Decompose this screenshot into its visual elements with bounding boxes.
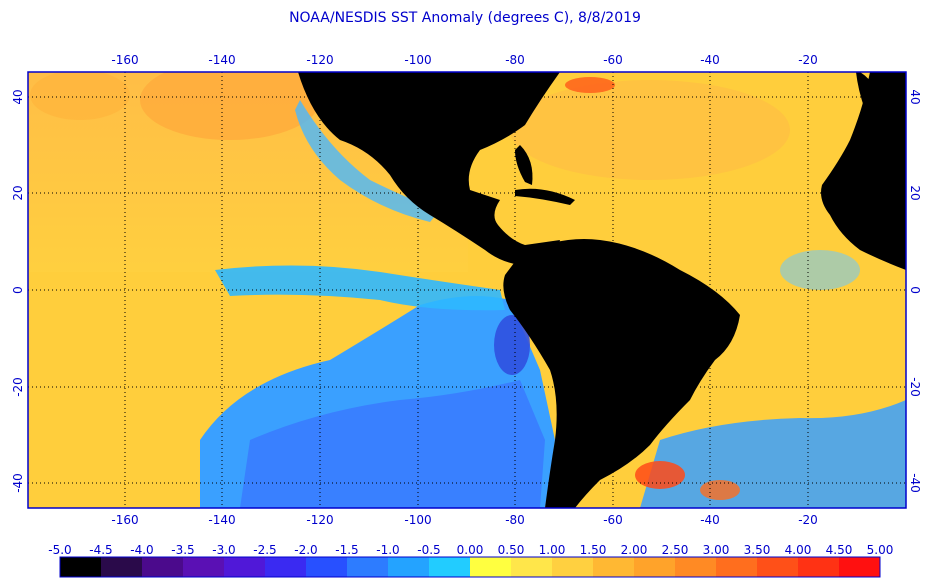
lat-label-left: 20: [11, 185, 25, 200]
colorbar-labels: -5.0 -4.5 -4.0 -3.5 -3.0 -2.5 -2.0 -1.5 -1.0 -0.5…: [48, 543, 893, 557]
lon-label-top: -120: [306, 53, 333, 67]
colorbar-swatch: [839, 557, 881, 577]
lon-label-top: -60: [603, 53, 623, 67]
colorbar-tick-label: -3.5: [171, 543, 194, 557]
colorbar-tick-label: 0.50: [498, 543, 525, 557]
colorbar-tick-label: 0.00: [457, 543, 484, 557]
colorbar-swatch: [60, 557, 102, 577]
colorbar-tick-label: -0.5: [417, 543, 440, 557]
lon-label-top: -40: [700, 53, 720, 67]
colorbar-swatch: [101, 557, 143, 577]
colorbar-tick-label: 1.50: [580, 543, 607, 557]
colorbar-swatch: [593, 557, 635, 577]
lon-labels-bottom: -160 -140 -120 -100 -80 -60 -40 -20: [111, 513, 817, 527]
colorbar-swatch: [757, 557, 799, 577]
colorbar-tick-label: -3.0: [212, 543, 235, 557]
colorbar-tick-label: 5.00: [867, 543, 894, 557]
lat-label-left: 0: [11, 286, 25, 294]
lat-label-right: 40: [908, 89, 922, 104]
colorbar-outline: [59, 556, 881, 578]
colorbar-tick-label: 4.00: [785, 543, 812, 557]
colorbar-tick-label: -4.5: [89, 543, 112, 557]
lon-label-top: -80: [505, 53, 525, 67]
colorbar-swatch: [388, 557, 430, 577]
colorbar-tick-label: 4.50: [826, 543, 853, 557]
lon-label-top: -140: [208, 53, 235, 67]
colorbar-tick-label: -2.5: [253, 543, 276, 557]
lon-label-bottom: -160: [111, 513, 138, 527]
colorbar-swatch: [798, 557, 840, 577]
lon-label-bottom: -100: [404, 513, 431, 527]
colorbar-tick-label: 2.50: [662, 543, 689, 557]
colorbar-swatch: [183, 557, 225, 577]
lon-label-bottom: -20: [798, 513, 818, 527]
colorbar-swatch: [716, 557, 758, 577]
colorbar-tick-label: -2.0: [294, 543, 317, 557]
colorbar-swatch: [224, 557, 266, 577]
warm-patch-newfoundland: [565, 77, 615, 93]
cold-patch-peru-coast: [494, 315, 530, 375]
lon-label-top: -160: [111, 53, 138, 67]
lat-label-left: -20: [11, 377, 25, 397]
land-south-america: [503, 239, 740, 508]
lon-labels-top: -160 -140 -120 -100 -80 -60 -40 -20: [111, 53, 817, 67]
lat-label-right: -20: [908, 377, 922, 397]
map-title: NOAA/NESDIS SST Anomaly (degrees C), 8/8…: [289, 10, 641, 26]
land-north-america: [298, 72, 560, 265]
colorbar-swatch: [675, 557, 717, 577]
colorbar-tick-label: -4.0: [130, 543, 153, 557]
lat-label-right: -40: [908, 473, 922, 493]
lon-label-bottom: -120: [306, 513, 333, 527]
lon-label-bottom: -60: [603, 513, 623, 527]
colorbar-tick-label: -1.5: [335, 543, 358, 557]
map-area: [28, 72, 906, 508]
warm-patch-north-pacific: [140, 72, 320, 140]
colorbar-tick-label: 1.00: [539, 543, 566, 557]
colorbar-swatch: [429, 557, 471, 577]
lat-label-left: 40: [11, 89, 25, 104]
colorbar-swatch: [470, 557, 512, 577]
colorbar-swatch: [634, 557, 676, 577]
grid-lines: [28, 72, 906, 508]
cold-anomaly-south-atlantic: [640, 400, 906, 508]
lon-label-top: -100: [404, 53, 431, 67]
land-iberia: [856, 72, 876, 110]
lat-label-left: -40: [11, 473, 25, 493]
colorbar: -5.0 -4.5 -4.0 -3.5 -3.0 -2.5 -2.0 -1.5 -1.0 -0.5…: [48, 543, 893, 578]
colorbar-tick-label: -1.0: [376, 543, 399, 557]
cold-anomaly-deep-southeast-pacific: [240, 380, 545, 508]
warm-patch-west-pacific: [30, 72, 130, 120]
colorbar-swatch: [347, 557, 389, 577]
land-cuba: [515, 188, 575, 205]
warm-patch-north-atlantic: [510, 80, 790, 180]
colorbar-swatch: [142, 557, 184, 577]
colorbar-tick-label: 3.50: [744, 543, 771, 557]
colorbar-tick-label: 2.00: [621, 543, 648, 557]
lat-labels-right: 40 20 0 -20 -40: [908, 89, 922, 492]
colorbar-tick-label: -5.0: [48, 543, 71, 557]
lon-label-bottom: -140: [208, 513, 235, 527]
colorbar-swatch: [306, 557, 348, 577]
warm-patch-south-atlantic-red: [635, 461, 685, 489]
colorbar-tick-label: 3.00: [703, 543, 730, 557]
lon-label-top: -20: [798, 53, 818, 67]
land-florida: [515, 145, 533, 185]
lat-label-right: 0: [908, 286, 922, 294]
colorbar-swatches: [59, 556, 881, 578]
land-europe-africa: [821, 72, 906, 270]
lon-label-bottom: -80: [505, 513, 525, 527]
lat-labels-left: 40 20 0 -20 -40: [11, 89, 25, 492]
colorbar-swatch: [265, 557, 307, 577]
colorbar-swatch: [511, 557, 553, 577]
lat-label-right: 20: [908, 185, 922, 200]
colorbar-swatch: [552, 557, 594, 577]
lon-label-bottom: -40: [700, 513, 720, 527]
warm-patch-south-atlantic-red-2: [700, 480, 740, 500]
cold-anomaly-equatorial-band: [215, 265, 505, 311]
cool-patch-west-africa: [780, 250, 860, 290]
map-frame: [27, 71, 907, 509]
